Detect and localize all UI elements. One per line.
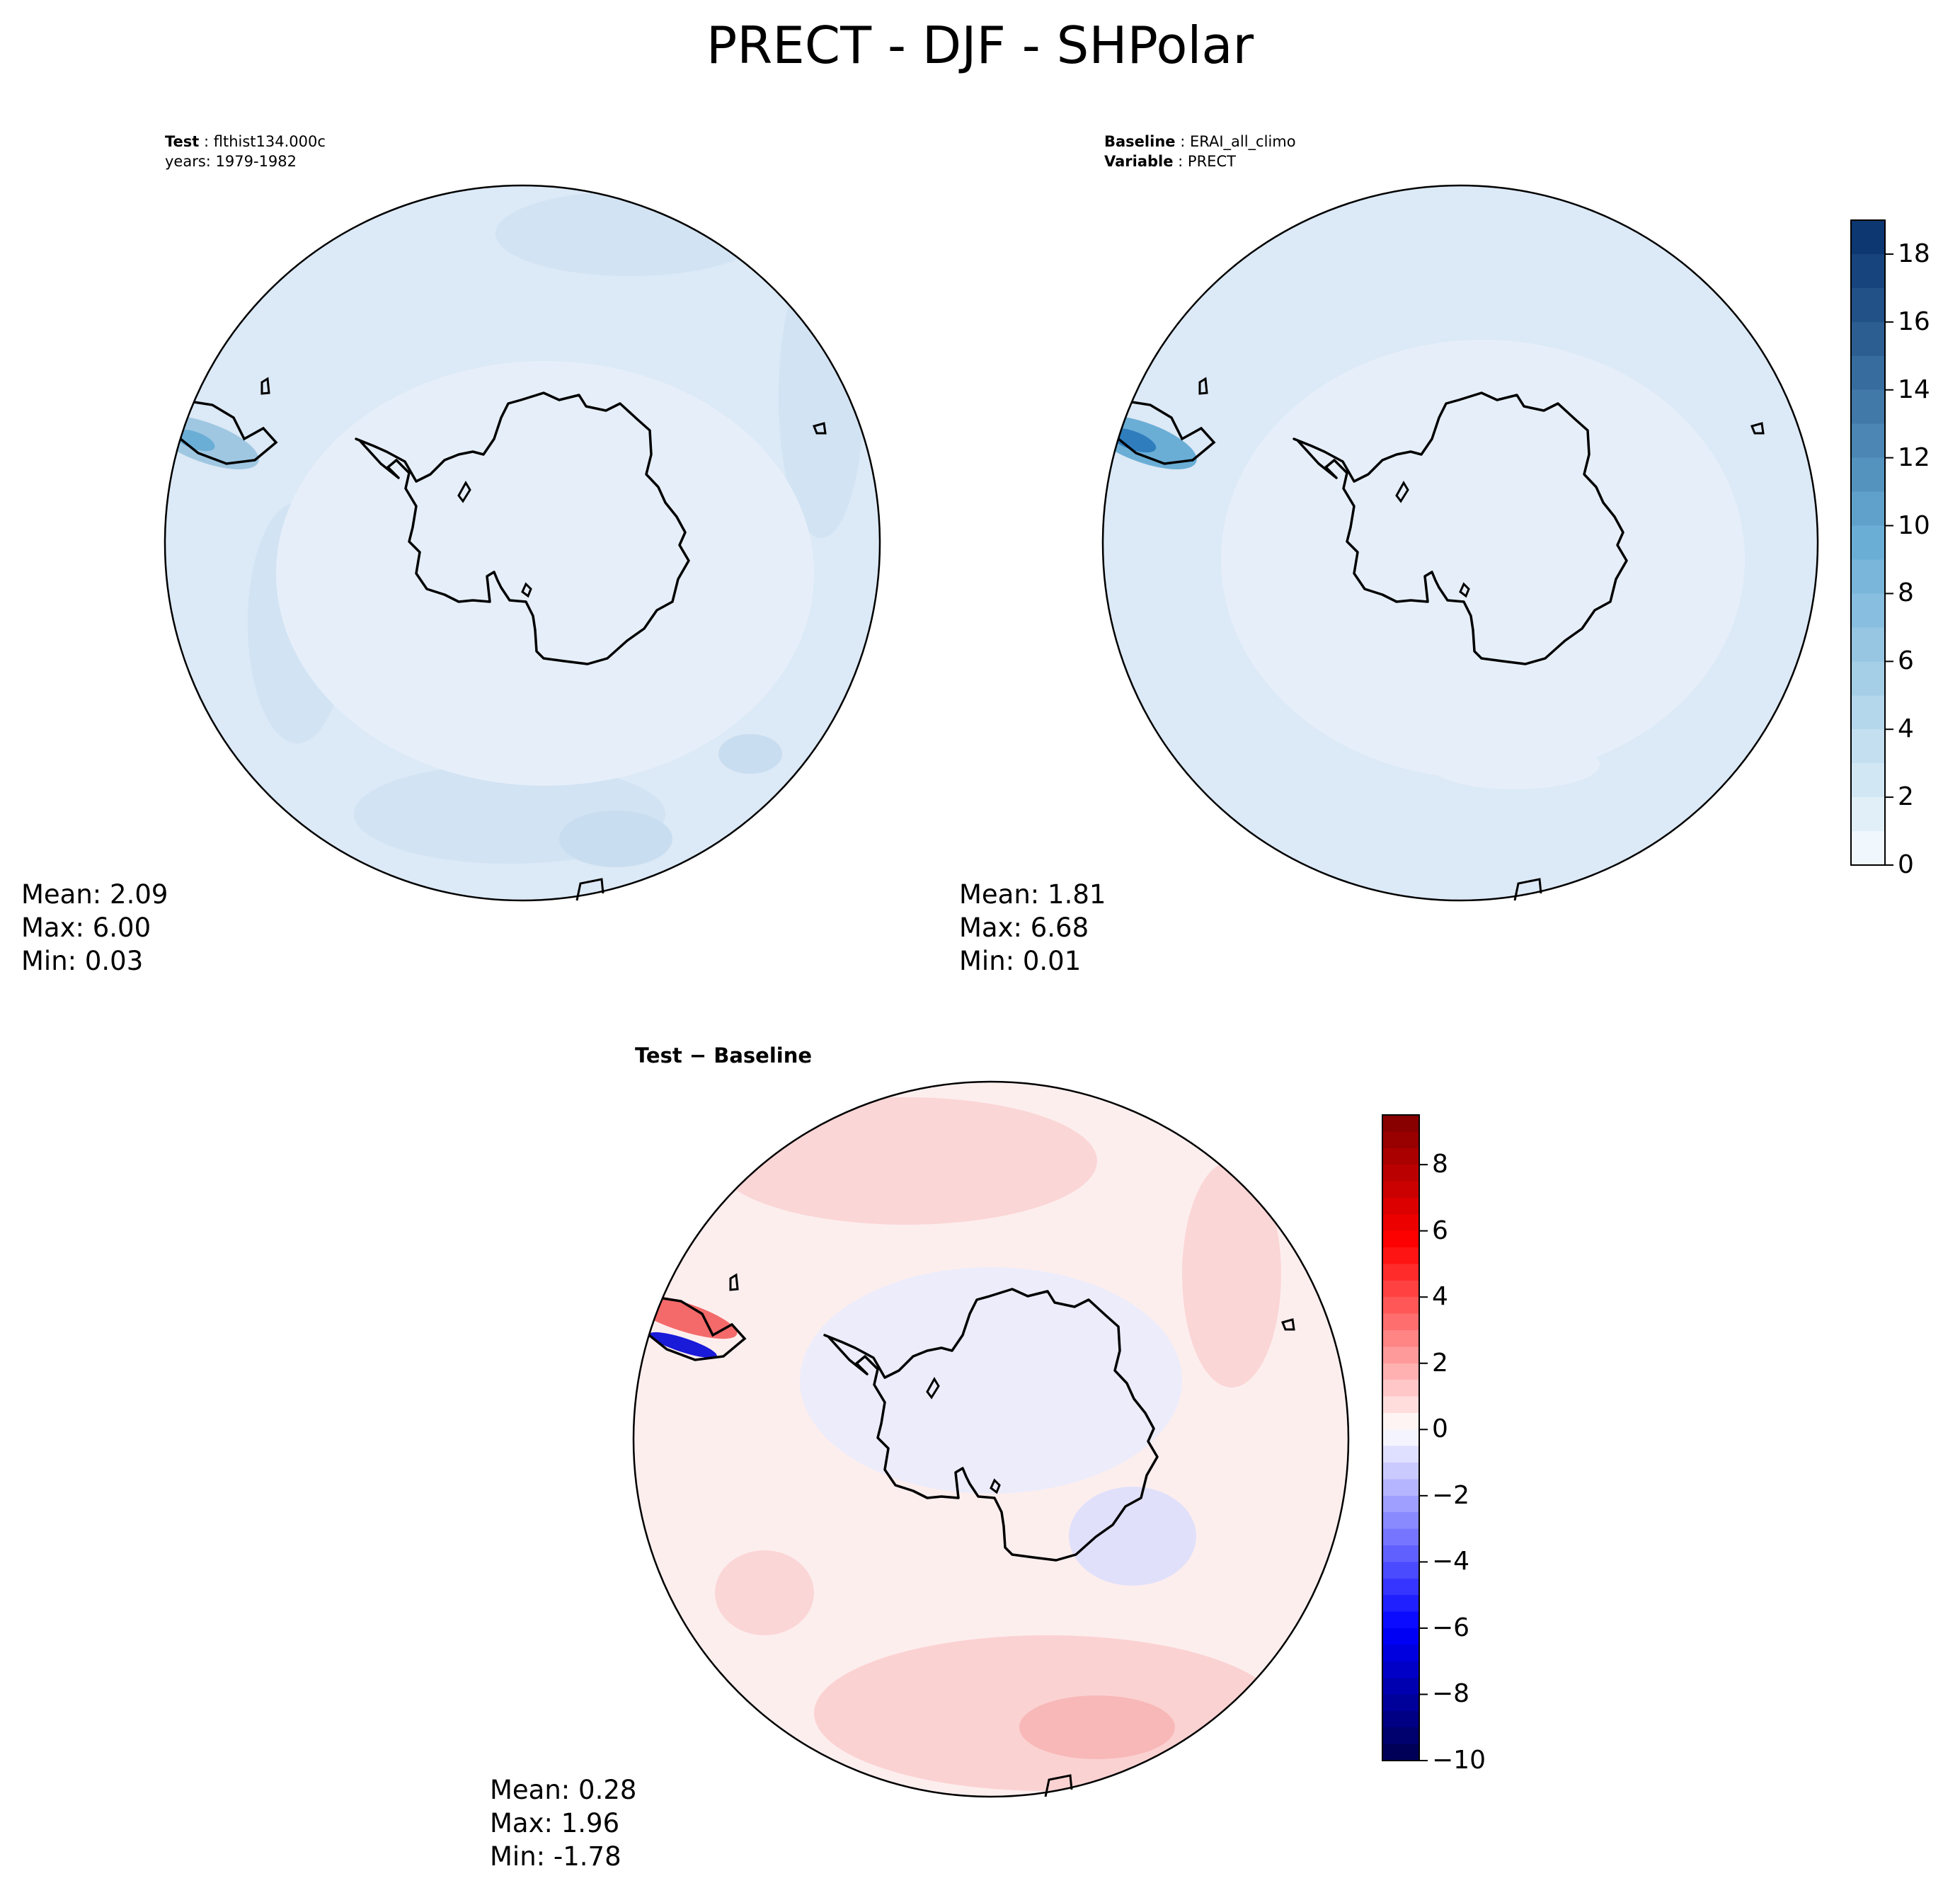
difference-nz-coast xyxy=(1044,1774,1073,1797)
diff-field-peninsula-negative xyxy=(649,1332,717,1358)
test-field-band xyxy=(718,734,782,774)
diverging-colorbar-tick-label: −4 xyxy=(1432,1547,1470,1577)
diverging-colorbar-tick-label: 0 xyxy=(1432,1414,1448,1444)
baseline-label: Baseline xyxy=(1104,133,1176,150)
baseline-max: Max: 6.68 xyxy=(959,912,1089,943)
diverging-colorbar-tick-label: 2 xyxy=(1432,1348,1448,1378)
baseline-field-inner xyxy=(1221,340,1745,779)
diff-field-positive xyxy=(715,1550,814,1635)
test-island xyxy=(812,422,827,435)
baseline-map-boundary xyxy=(1101,184,1819,902)
baseline-south-america-coast xyxy=(1117,398,1216,465)
test-map-field xyxy=(165,191,864,867)
diverging-colorbar-tick-label: −10 xyxy=(1432,1746,1486,1775)
sequential-colorbar-tick-label: 6 xyxy=(1898,646,1914,676)
baseline-name: ERAI_all_climo xyxy=(1189,133,1296,150)
difference-min: Min: -1.78 xyxy=(490,1841,621,1872)
diverging-colorbar-tick-label: −6 xyxy=(1432,1613,1470,1642)
figure-title: PRECT - DJF - SHPolar xyxy=(706,16,1254,75)
baseline-colon: : xyxy=(1175,133,1190,150)
difference-title-sep: − xyxy=(682,1043,714,1068)
baseline-stats: Mean: 1.81 Max: 6.68 Min: 0.01 xyxy=(959,878,1106,978)
test-label: Test xyxy=(165,133,200,150)
baseline-field-peninsula-core xyxy=(1108,428,1157,453)
baseline-island xyxy=(1198,377,1208,395)
test-mean: Mean: 2.09 xyxy=(21,879,168,910)
baseline-island xyxy=(1750,422,1765,435)
sequential-colorbar-tick-label: 12 xyxy=(1898,442,1930,472)
difference-island xyxy=(729,1273,739,1291)
sequential-colorbar-tick-label: 14 xyxy=(1898,374,1930,404)
sequential-colorbar-tick-label: 2 xyxy=(1898,782,1914,812)
difference-stats: Mean: 0.28 Max: 1.96 Min: -1.78 xyxy=(490,1773,636,1873)
difference-title: Test − Baseline xyxy=(635,1043,812,1068)
diff-field-positive-strong xyxy=(1019,1695,1175,1759)
diverging-colorbar-tick-label: 8 xyxy=(1432,1150,1448,1179)
variable-colon: : xyxy=(1173,153,1188,170)
test-name: flthist134.000c xyxy=(213,133,326,150)
test-map-boundary xyxy=(164,184,881,902)
test-header: Test : flthist134.000c years: 1979-1982 xyxy=(165,132,326,171)
diverging-colorbar-tick-label: 4 xyxy=(1432,1282,1448,1312)
difference-south-america-coast xyxy=(648,1294,747,1361)
difference-map-boundary xyxy=(632,1080,1350,1798)
baseline-field-inner xyxy=(1430,740,1600,789)
difference-title-baseline: Baseline xyxy=(713,1043,813,1068)
test-years: years: 1979-1982 xyxy=(165,153,297,170)
diverging-colorbar-tick-label: −8 xyxy=(1432,1679,1470,1709)
difference-island xyxy=(1280,1318,1295,1331)
diverging-colorbar-tick-label: −2 xyxy=(1432,1480,1470,1510)
diff-field-positive xyxy=(1182,1161,1281,1388)
test-field-inner xyxy=(276,361,814,786)
baseline-min: Min: 0.01 xyxy=(959,946,1082,976)
baseline-nz-coast xyxy=(1513,878,1542,901)
test-max: Max: 6.00 xyxy=(21,912,151,943)
sequential-colorbar-tick-label: 0 xyxy=(1898,850,1914,879)
sequential-colorbar-bar xyxy=(1850,219,1886,866)
variable-label: Variable xyxy=(1104,153,1174,170)
test-field-peninsula-core xyxy=(174,429,215,452)
sequential-colorbar xyxy=(1850,219,1893,866)
test-field-band xyxy=(559,811,672,867)
diverging-colorbar-bar xyxy=(1382,1114,1420,1761)
test-south-america-coast xyxy=(179,398,278,465)
diff-field-negative xyxy=(800,1267,1182,1494)
test-island xyxy=(260,377,270,395)
diff-field-negative xyxy=(1069,1487,1196,1586)
sequential-colorbar-tick-label: 10 xyxy=(1898,510,1930,540)
sequential-colorbar-tick-label: 16 xyxy=(1898,307,1930,336)
baseline-map xyxy=(1101,184,1819,902)
diverging-colorbar xyxy=(1382,1114,1428,1761)
variable-name: PRECT xyxy=(1187,153,1236,170)
difference-title-test: Test xyxy=(635,1043,682,1068)
test-map xyxy=(164,184,881,902)
sequential-colorbar-tick-label: 8 xyxy=(1898,578,1914,608)
sequential-colorbar-tick-label: 4 xyxy=(1898,714,1914,744)
test-nz-coast xyxy=(575,878,604,901)
diverging-colorbar-tick-label: 6 xyxy=(1432,1215,1448,1245)
test-stats: Mean: 2.09 Max: 6.00 Min: 0.03 xyxy=(21,878,168,978)
diff-field-positive xyxy=(715,1097,1097,1225)
difference-mean: Mean: 0.28 xyxy=(490,1775,637,1805)
baseline-mean: Mean: 1.81 xyxy=(959,879,1106,910)
difference-max: Max: 1.96 xyxy=(490,1808,620,1838)
baseline-header: Baseline : ERAI_all_climo Variable : PRE… xyxy=(1104,132,1296,171)
test-min: Min: 0.03 xyxy=(21,946,144,976)
sequential-colorbar-tick-label: 18 xyxy=(1898,239,1930,268)
difference-map xyxy=(632,1080,1350,1798)
test-colon: : xyxy=(199,133,214,150)
test-field-band xyxy=(495,191,764,276)
baseline-map-field xyxy=(1103,340,1745,789)
